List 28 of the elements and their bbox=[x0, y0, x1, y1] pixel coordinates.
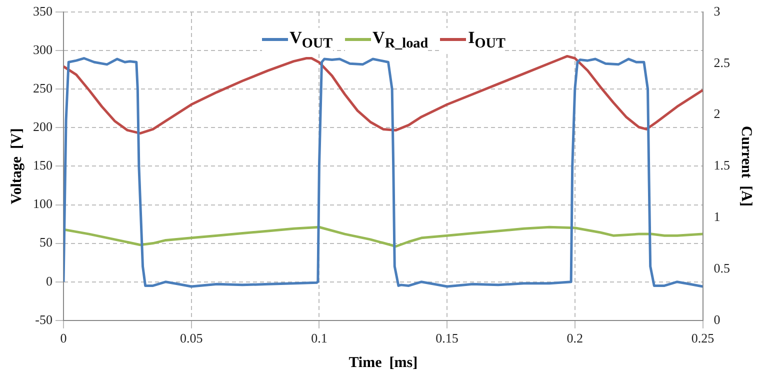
y2-tick-label: 2.5 bbox=[714, 54, 730, 70]
y2-axis-title: Current [A] bbox=[738, 126, 754, 206]
y-tick-label: 50 bbox=[40, 234, 52, 250]
y2-tick-label: 3 bbox=[714, 3, 720, 18]
y2-tick-label: 0.5 bbox=[714, 260, 730, 276]
y-tick-label: 300 bbox=[33, 42, 52, 57]
y-tick-label: 0 bbox=[46, 273, 52, 288]
y2-tick-label: 1.5 bbox=[714, 158, 730, 173]
y-tick-label: 350 bbox=[33, 3, 52, 18]
x-tick-label: 0.05 bbox=[180, 330, 203, 346]
legend-label: V$_{R_load}$ bbox=[344, 28, 428, 52]
y-axis-title: Voltage [V] bbox=[8, 128, 25, 204]
legend-label: I$_{OUT}$ bbox=[440, 28, 506, 52]
x-tick-label: 0.1 bbox=[311, 330, 328, 346]
legend-label: V$_{OUT}$ bbox=[262, 28, 333, 52]
x-tick-label: 0.15 bbox=[436, 330, 458, 346]
x-tick-label: 0 bbox=[60, 330, 67, 346]
x-tick-label: 0.25 bbox=[691, 330, 714, 346]
y2-tick-label: 2 bbox=[714, 106, 720, 122]
y-tick-label: 150 bbox=[33, 158, 52, 173]
y-tick-label: 200 bbox=[33, 119, 52, 134]
y-tick-label: 100 bbox=[33, 196, 52, 212]
x-tick-label: 0.2 bbox=[566, 330, 584, 346]
y2-tick-label: 0 bbox=[714, 312, 720, 327]
y-tick-label: -50 bbox=[35, 312, 52, 327]
x-axis-title: Time [ms] bbox=[348, 354, 418, 371]
y-tick-label: 250 bbox=[33, 80, 52, 96]
y2-tick-label: 1 bbox=[714, 209, 720, 224]
